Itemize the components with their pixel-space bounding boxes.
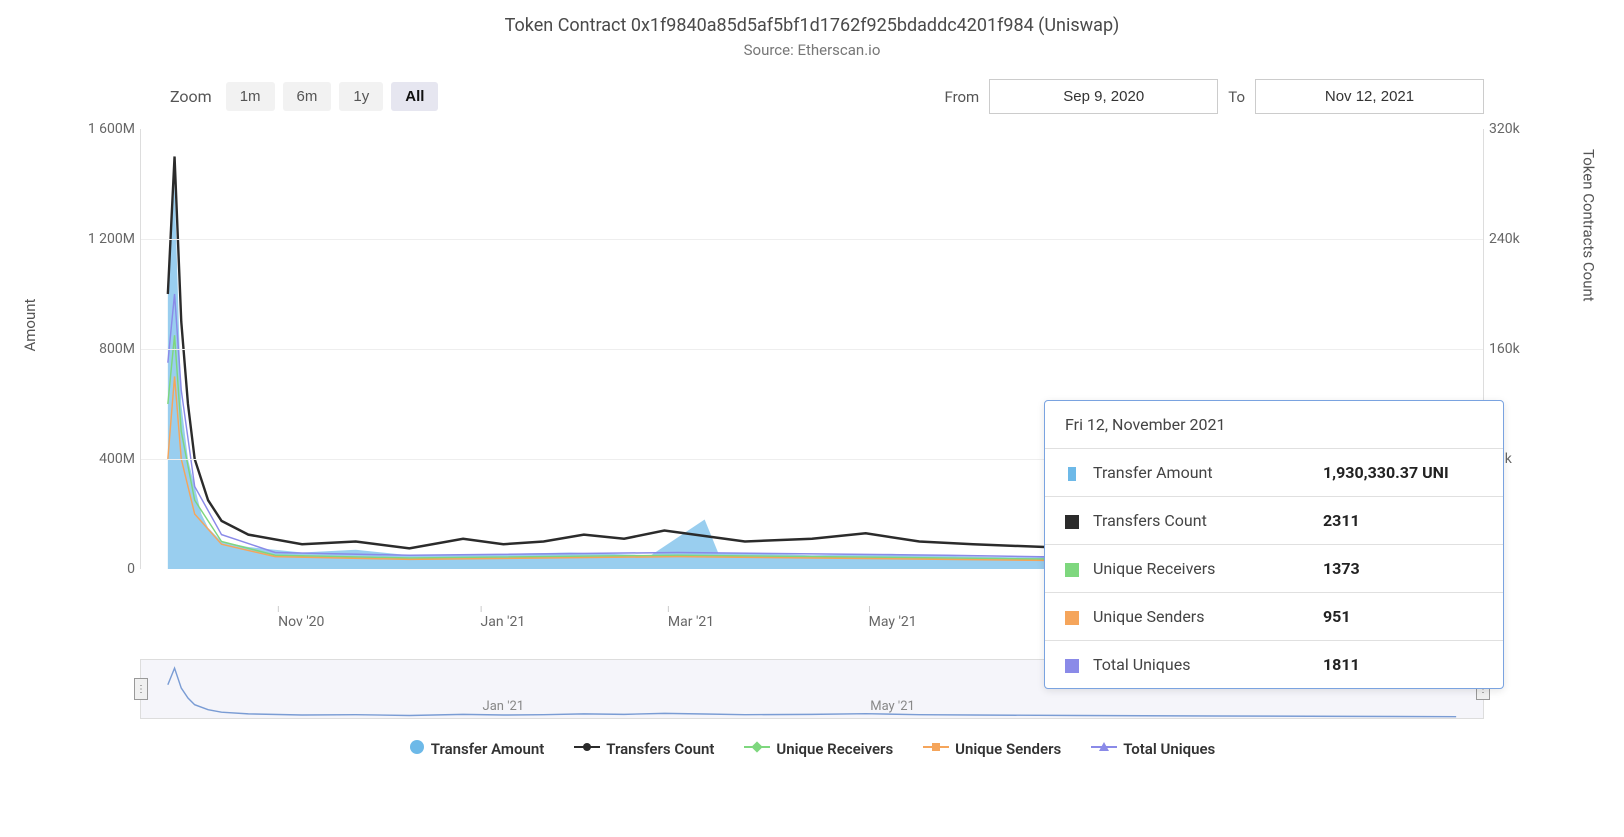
tooltip-marker-icon [1065, 562, 1079, 576]
tooltip-value: 1373 [1323, 559, 1483, 578]
tooltip-row: Transfers Count 2311 [1045, 497, 1503, 545]
total-uniques-marker-icon [1091, 740, 1117, 758]
zoom-button-6m[interactable]: 6m [283, 82, 332, 111]
tooltip-label: Transfers Count [1093, 511, 1309, 530]
tooltip-value: 1,930,330.37 UNI [1323, 463, 1483, 482]
chart-subtitle: Source: Etherscan.io [30, 41, 1594, 59]
zoom-group: Zoom 1m 6m1y All [170, 82, 438, 111]
chart-title: Token Contract 0x1f9840a85d5af5bf1d1762f… [30, 15, 1594, 36]
transfers-count-marker-icon [574, 740, 600, 758]
legend-label: Unique Receivers [776, 740, 893, 758]
nav-handle-left[interactable]: ⋮ [134, 678, 148, 700]
tooltip-label: Unique Receivers [1093, 559, 1309, 578]
tooltip-marker-icon [1065, 514, 1079, 528]
transfer-amount-marker-icon [409, 739, 425, 759]
legend-item-transfer-amount[interactable]: Transfer Amount [409, 739, 545, 759]
zoom-button-1m[interactable]: 1m [226, 82, 275, 111]
tooltip-row: Transfer Amount 1,930,330.37 UNI [1045, 449, 1503, 497]
tooltip-value: 1811 [1323, 655, 1483, 674]
tooltip-header: Fri 12, November 2021 [1045, 401, 1503, 449]
zoom-button-all[interactable]: All [391, 82, 438, 111]
x-tick: Mar '21 [668, 614, 714, 630]
chart-tooltip: Fri 12, November 2021 Transfer Amount 1,93… [1044, 400, 1504, 689]
x-tick: Nov '20 [278, 614, 324, 630]
y-right-tick: 240k [1489, 231, 1554, 247]
y-axis-left: 1 600M1 200M800M400M0 [60, 129, 135, 609]
to-label: To [1228, 88, 1245, 106]
unique-senders-marker-icon [923, 740, 949, 758]
legend-item-unique-receivers[interactable]: Unique Receivers [744, 739, 893, 759]
nav-tick: Jan '21 [483, 699, 525, 714]
x-tick: Jan '21 [481, 614, 526, 630]
y-axis-right-label: Token Contracts Count [1580, 149, 1598, 302]
unique-receivers-marker-icon [744, 740, 770, 758]
legend-label: Unique Senders [955, 740, 1061, 758]
tooltip-label: Unique Senders [1093, 607, 1309, 626]
nav-tick: May '21 [870, 699, 915, 714]
y-left-tick: 1 200M [60, 231, 135, 247]
tooltip-row: Total Uniques 1811 [1045, 641, 1503, 688]
from-label: From [944, 88, 979, 106]
chart-controls: Zoom 1m 6m1y All From To [170, 79, 1484, 114]
y-right-tick: 320k [1489, 121, 1554, 137]
tooltip-value: 2311 [1323, 511, 1483, 530]
date-range-group: From To [944, 79, 1484, 114]
y-right-tick: 160k [1489, 341, 1554, 357]
tooltip-marker-icon [1065, 610, 1079, 624]
legend-label: Transfers Count [606, 740, 714, 758]
tooltip-value: 951 [1323, 607, 1483, 626]
y-left-tick: 0 [60, 561, 135, 577]
legend-item-unique-senders[interactable]: Unique Senders [923, 739, 1061, 759]
from-date-input[interactable] [989, 79, 1218, 114]
zoom-button-1y[interactable]: 1y [339, 82, 383, 111]
y-axis-left-label: Amount [21, 299, 39, 352]
x-tick: May '21 [869, 614, 917, 630]
legend-item-total-uniques[interactable]: Total Uniques [1091, 739, 1215, 759]
tooltip-row: Unique Receivers 1373 [1045, 545, 1503, 593]
tooltip-marker-icon [1065, 658, 1079, 672]
tooltip-label: Total Uniques [1093, 655, 1309, 674]
y-left-tick: 400M [60, 451, 135, 467]
tooltip-row: Unique Senders 951 [1045, 593, 1503, 641]
chart-legend: Transfer Amount Transfers Count Unique Rec… [30, 739, 1594, 759]
legend-label: Total Uniques [1123, 740, 1215, 758]
legend-label: Transfer Amount [431, 740, 545, 758]
chart-container: Token Contract 0x1f9840a85d5af5bf1d1762f… [0, 0, 1624, 837]
zoom-label: Zoom [170, 87, 212, 106]
legend-item-transfers-count[interactable]: Transfers Count [574, 739, 714, 759]
tooltip-label: Transfer Amount [1093, 463, 1309, 482]
tooltip-marker-icon [1065, 466, 1079, 480]
to-date-input[interactable] [1255, 79, 1484, 114]
y-left-tick: 1 600M [60, 121, 135, 137]
y-left-tick: 800M [60, 341, 135, 357]
